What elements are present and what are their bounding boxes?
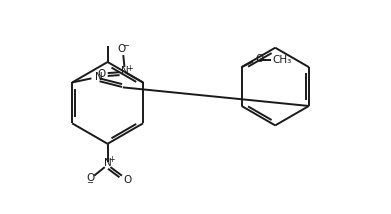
Text: O: O xyxy=(255,54,264,64)
Text: +: + xyxy=(108,155,115,164)
Text: N: N xyxy=(120,66,128,76)
Text: O: O xyxy=(86,173,94,183)
Text: CH₃: CH₃ xyxy=(272,55,292,65)
Text: O: O xyxy=(97,69,106,79)
Text: O: O xyxy=(117,44,126,54)
Text: −: − xyxy=(123,42,129,51)
Text: −: − xyxy=(86,178,93,187)
Text: N: N xyxy=(95,72,102,82)
Text: O: O xyxy=(124,175,132,185)
Text: N: N xyxy=(104,158,111,168)
Text: +: + xyxy=(126,64,133,73)
